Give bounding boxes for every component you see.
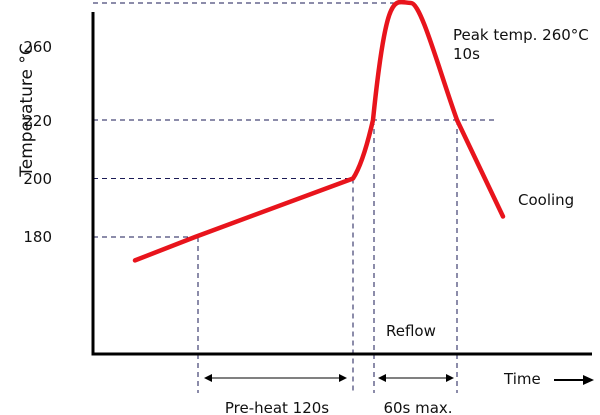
x-axis-label: Time	[503, 370, 541, 388]
guide-lines	[93, 2, 495, 393]
reflow-time-annotation: 60s max.	[383, 399, 452, 415]
peak-time-annotation: 10s	[453, 45, 480, 63]
y-tick-label: 260	[23, 38, 52, 56]
cooling-annotation: Cooling	[518, 191, 574, 209]
preheat-annotation: Pre-heat 120s	[225, 399, 329, 415]
arrow-head	[446, 374, 454, 382]
duration-arrows	[204, 374, 594, 385]
time-arrow-head	[583, 375, 594, 385]
reflow-annotation: Reflow	[386, 322, 436, 340]
temperature-curve	[132, 0, 506, 263]
axes	[91, 12, 592, 356]
peak-annotation: Peak temp. 260°C	[453, 26, 589, 44]
y-tick-label: 220	[23, 112, 52, 130]
arrow-head	[339, 374, 347, 382]
y-tick-label: 180	[23, 228, 52, 246]
arrow-head	[378, 374, 386, 382]
y-axis-label: Temperature °C	[17, 43, 37, 177]
y-tick-label: 200	[23, 170, 52, 188]
arrow-head	[204, 374, 212, 382]
